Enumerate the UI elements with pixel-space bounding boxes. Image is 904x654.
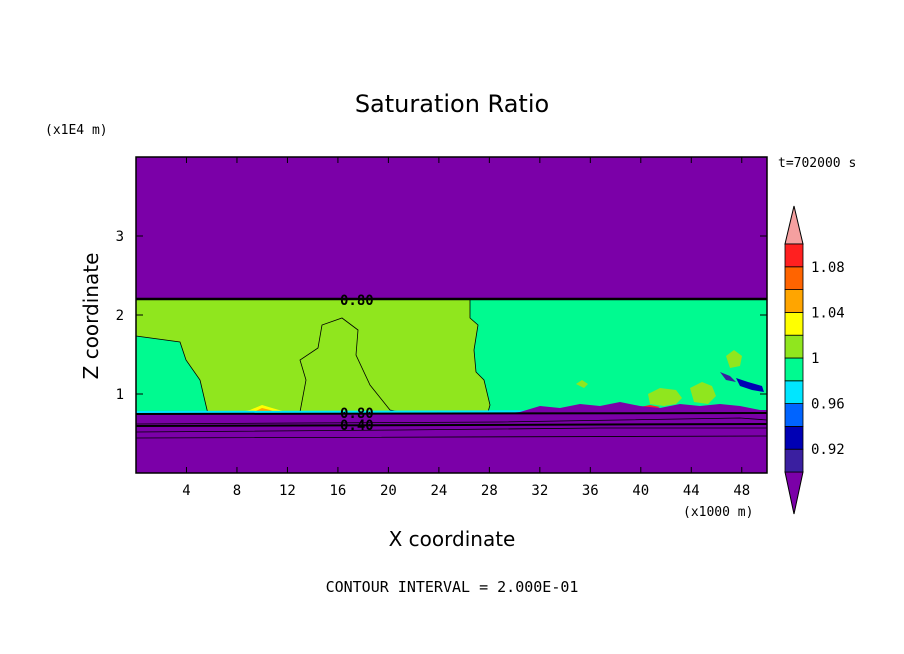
colorbar-label: 1.08 <box>811 260 845 276</box>
y-axis-ticks: 1 2 3 <box>116 229 767 403</box>
colorbar-segment <box>784 243 804 268</box>
y-axis-label: Z coordinate <box>79 253 103 380</box>
x-tick-label: 16 <box>329 483 346 499</box>
blue-streak-right <box>736 378 764 392</box>
contour-label: 0.80 <box>340 406 374 422</box>
lime-region-left-lobe <box>136 300 300 334</box>
contour-label: 0.80 <box>340 293 374 309</box>
colorbar-segment <box>784 266 804 290</box>
colorbar-segment <box>784 289 804 313</box>
time-label: t=702000 s <box>778 156 856 171</box>
lime-patch-small <box>576 380 588 388</box>
colorbar-segment <box>784 380 804 404</box>
colorbar-label: 0.96 <box>811 397 845 413</box>
y-tick-label: 3 <box>116 229 124 245</box>
x-tick-label: 48 <box>733 483 750 499</box>
lime-region-left <box>136 300 490 414</box>
x-tick-label: 32 <box>531 483 548 499</box>
x-unit-label: (x1000 m) <box>683 505 753 520</box>
colorbar-segment <box>784 448 804 473</box>
x-tick-label: 28 <box>481 483 498 499</box>
x-axis-ticks: 4 8 12 16 20 24 28 32 36 40 44 48 <box>182 157 750 499</box>
colorbar-label: 0.92 <box>811 442 845 458</box>
colorbar: 0.92 0.96 1 1.04 1.08 <box>784 205 845 515</box>
colorbar-label: 1 <box>811 351 819 367</box>
lime-patch-right-2 <box>690 382 716 404</box>
colorbar-segment <box>784 357 804 382</box>
colorbar-segment <box>784 425 804 450</box>
x-tick-label: 8 <box>233 483 241 499</box>
contour-label: 0.40 <box>340 418 374 434</box>
lower-contour-thick <box>135 423 768 427</box>
x-tick-label: 44 <box>683 483 700 499</box>
x-tick-label: 24 <box>430 483 447 499</box>
y-unit-label: (x1E4 m) <box>45 123 108 138</box>
x-tick-label: 40 <box>632 483 649 499</box>
base-contour-line <box>135 412 768 415</box>
x-axis-label: X coordinate <box>389 527 516 551</box>
chart-title: Saturation Ratio <box>355 90 549 118</box>
contour-plot-area: 0.800.800.40 <box>135 157 768 473</box>
colorbar-segment <box>784 334 804 359</box>
x-tick-label: 20 <box>380 483 397 499</box>
y-tick-label: 1 <box>116 387 124 403</box>
lime-patch-right-1 <box>648 388 682 406</box>
moist-contour-line <box>135 300 491 415</box>
lime-patch-right-3 <box>726 350 742 368</box>
x-tick-label: 36 <box>582 483 599 499</box>
contour-interval-footer: CONTOUR INTERVAL = 2.000E-01 <box>326 578 579 596</box>
contour-labels: 0.800.800.40 <box>340 293 374 434</box>
colorbar-segment <box>784 403 804 427</box>
colorbar-over-triangle <box>784 205 804 245</box>
navy-streak-right <box>720 372 736 382</box>
colorbar-segment <box>784 311 804 336</box>
lower-contour-lines <box>135 417 768 439</box>
colorbar-under-triangle <box>784 471 804 515</box>
lower-dry-layer <box>136 414 767 473</box>
colorbar-label: 1.04 <box>811 305 845 321</box>
x-tick-label: 12 <box>279 483 296 499</box>
x-tick-label: 4 <box>182 483 190 499</box>
y-tick-label: 2 <box>116 308 124 324</box>
